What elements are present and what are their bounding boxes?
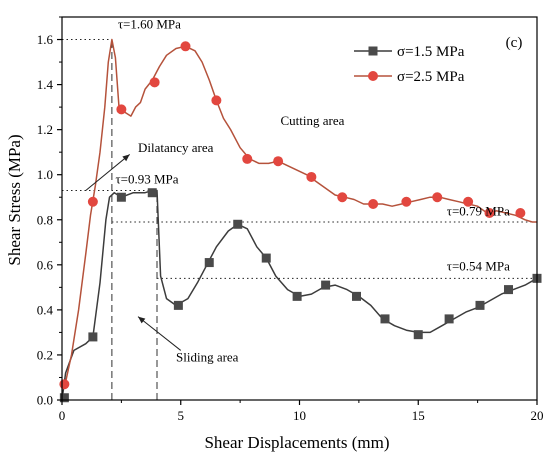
square-marker [261, 253, 271, 263]
annotation-arrows [85, 154, 182, 351]
series-line-1 [61, 189, 538, 401]
series-lines [61, 38, 538, 401]
square-marker [321, 280, 331, 290]
annotation-text: τ=0.79 MPa [447, 203, 510, 218]
legend: σ=1.5 MPa σ=2.5 MPa [354, 44, 465, 85]
annotation-text: τ=1.60 MPa [118, 16, 181, 31]
arrow-line [137, 316, 182, 351]
annotation-text: Cutting area [281, 113, 345, 128]
reference-lines [62, 39, 537, 400]
y-axis-title: Shear Stress (MPa) [5, 134, 24, 265]
y-tick-label: 1.4 [37, 77, 54, 92]
circle-marker [149, 77, 160, 88]
y-tick-label: 0.6 [37, 257, 54, 272]
square-marker [204, 258, 214, 268]
axes: 0 5 10 15 20 0.0 0.2 0.4 0.6 0.8 1.0 1.2 1.4 1.6 [37, 16, 544, 423]
x-tick-label: 5 [178, 408, 185, 423]
arrow-head [122, 154, 130, 162]
square-marker [352, 291, 361, 301]
panel-label: (c) [506, 35, 523, 51]
circle-marker [242, 153, 253, 164]
circle-marker [337, 192, 348, 203]
square-marker [475, 300, 485, 310]
circle-marker [484, 208, 495, 219]
x-tick-label: 0 [59, 408, 66, 423]
series-line-2 [61, 38, 537, 390]
annotation-text: τ=0.93 MPa [115, 172, 178, 187]
legend-label: σ=1.5 MPa [397, 44, 465, 60]
annotation-text: Sliding area [176, 350, 239, 365]
circle-marker [401, 196, 412, 207]
series-markers [59, 41, 542, 403]
legend-label: σ=2.5 MPa [397, 69, 465, 85]
circle-marker [515, 208, 526, 219]
square-marker [413, 330, 423, 340]
legend-square-marker [368, 46, 378, 56]
circle-marker [273, 156, 284, 167]
annotations: τ=1.60 MPa τ=0.93 MPa τ=0.79 MPa τ=0.54 MPa… [115, 16, 510, 364]
circle-marker [368, 198, 379, 209]
y-tick-label: 0.2 [37, 347, 53, 362]
square-marker [88, 332, 98, 342]
square-marker [147, 188, 157, 198]
x-tick-label: 15 [412, 408, 425, 423]
square-marker [116, 192, 126, 202]
circle-marker [432, 192, 443, 203]
square-marker [380, 314, 390, 324]
y-tick-label: 1.0 [37, 167, 53, 182]
circle-marker [463, 196, 474, 207]
arrow-head [138, 316, 146, 324]
square-marker [233, 219, 243, 229]
x-tick-label: 20 [531, 408, 544, 423]
y-tick-label: 0.8 [37, 212, 53, 227]
square-marker [504, 285, 513, 295]
arrow-line [85, 154, 131, 191]
square-marker [59, 393, 69, 403]
annotation-text: τ=0.54 MPa [447, 258, 510, 273]
circle-marker [116, 104, 127, 115]
square-marker [444, 314, 454, 324]
y-tick-label: 0.4 [37, 302, 54, 317]
y-tick-label: 1.2 [37, 122, 53, 137]
y-tick-label: 1.6 [37, 32, 54, 47]
legend-circle-marker [368, 71, 378, 81]
circle-marker [211, 95, 222, 106]
x-axis-title: Shear Displacements (mm) [204, 433, 389, 452]
circle-marker [59, 379, 70, 390]
circle-marker [180, 41, 191, 52]
annotation-text: Dilatancy area [138, 140, 214, 155]
x-tick-label: 10 [293, 408, 306, 423]
circle-marker [87, 196, 98, 207]
square-marker [173, 300, 183, 310]
circle-marker [306, 171, 317, 182]
y-tick-label: 0.0 [37, 393, 53, 408]
square-marker [292, 291, 302, 301]
